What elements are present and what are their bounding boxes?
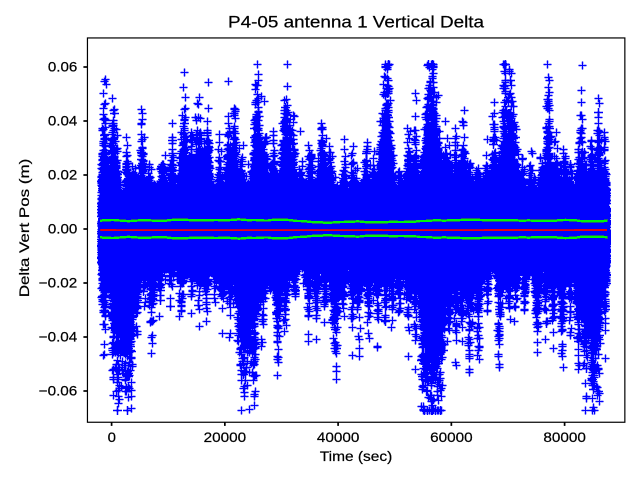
svg-text:80000: 80000 — [543, 429, 586, 445]
svg-text:−0.02: −0.02 — [39, 275, 78, 291]
svg-text:40000: 40000 — [317, 429, 360, 445]
svg-text:0.06: 0.06 — [48, 59, 78, 75]
svg-text:P4-05 antenna 1 Vertical Delta: P4-05 antenna 1 Vertical Delta — [228, 13, 485, 32]
svg-text:−0.06: −0.06 — [39, 383, 78, 399]
svg-text:0.00: 0.00 — [48, 221, 78, 237]
svg-text:0.02: 0.02 — [48, 167, 78, 183]
svg-text:Delta Vert Pos (m): Delta Vert Pos (m) — [16, 159, 32, 298]
svg-text:−0.04: −0.04 — [39, 329, 78, 345]
svg-text:Time (sec): Time (sec) — [320, 448, 393, 464]
svg-text:20000: 20000 — [204, 429, 247, 445]
svg-text:0: 0 — [108, 429, 117, 445]
svg-text:60000: 60000 — [430, 429, 473, 445]
svg-text:0.04: 0.04 — [48, 113, 78, 129]
